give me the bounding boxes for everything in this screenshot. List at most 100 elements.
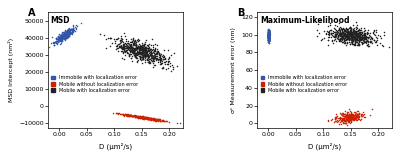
Point [364, 43, 370, 46]
Point [145, 61, 152, 63]
Point [340, 112, 346, 115]
Point [150, 50, 157, 52]
Point [345, 117, 352, 120]
Point [137, 47, 144, 50]
Point [64, 34, 70, 37]
Point [362, 32, 368, 35]
Point [344, 35, 350, 38]
Point [340, 38, 347, 40]
Point [144, 44, 150, 46]
Point [154, 119, 160, 122]
Point [156, 119, 162, 121]
Point [361, 40, 368, 43]
Point [332, 33, 338, 35]
Point [337, 37, 344, 39]
Point [61, 33, 67, 35]
Point [339, 113, 346, 116]
Point [266, 34, 272, 36]
Point [265, 34, 272, 36]
Point [266, 28, 272, 31]
Point [265, 33, 272, 35]
Point [64, 32, 70, 34]
Point [362, 35, 368, 38]
Point [61, 37, 68, 40]
Point [147, 47, 154, 50]
Point [343, 115, 349, 117]
Point [348, 37, 354, 39]
Point [130, 50, 136, 53]
Point [336, 29, 343, 32]
Point [345, 36, 352, 38]
Point [353, 37, 359, 40]
Point [161, 61, 168, 63]
Point [138, 48, 144, 50]
Point [265, 36, 272, 39]
Point [352, 116, 359, 118]
Point [162, 120, 168, 122]
Point [342, 32, 348, 35]
Point [147, 61, 154, 64]
Point [345, 30, 352, 33]
Point [64, 34, 70, 37]
Point [266, 34, 272, 37]
Point [340, 112, 346, 115]
Point [152, 119, 158, 122]
Point [373, 39, 379, 42]
Point [345, 35, 351, 38]
Point [352, 42, 358, 45]
Point [265, 36, 272, 38]
Point [121, 43, 127, 45]
Point [265, 32, 272, 34]
Point [60, 32, 67, 35]
Point [265, 35, 272, 38]
Point [60, 36, 66, 39]
Point [132, 39, 138, 42]
Point [140, 50, 146, 52]
Point [144, 117, 150, 119]
Point [158, 57, 165, 59]
Point [335, 36, 341, 38]
Point [58, 35, 65, 38]
Point [266, 38, 272, 40]
Point [346, 31, 352, 33]
Point [122, 113, 128, 115]
Point [339, 38, 345, 40]
Point [128, 114, 134, 116]
Point [265, 35, 272, 37]
Point [63, 37, 69, 39]
Point [266, 36, 272, 39]
Point [344, 28, 350, 30]
Point [358, 38, 365, 40]
Point [143, 117, 150, 119]
Point [353, 35, 360, 38]
Point [362, 37, 368, 40]
Point [134, 39, 141, 42]
Point [266, 30, 272, 33]
Point [346, 113, 353, 115]
Point [266, 36, 272, 38]
Point [330, 27, 337, 29]
Point [357, 118, 363, 121]
Point [63, 35, 70, 38]
Point [348, 34, 354, 36]
Point [120, 43, 127, 46]
Point [135, 46, 141, 48]
Point [265, 31, 272, 34]
Point [346, 114, 352, 116]
Point [46, 46, 52, 48]
Point [150, 43, 157, 46]
Point [352, 112, 359, 114]
Point [108, 37, 115, 39]
Point [62, 34, 69, 37]
Point [50, 44, 57, 46]
Point [266, 34, 272, 37]
Point [339, 112, 346, 114]
Point [64, 34, 70, 37]
Point [265, 29, 272, 32]
Point [348, 42, 355, 45]
Point [356, 27, 362, 30]
Point [141, 44, 147, 46]
Point [144, 57, 150, 60]
Point [62, 32, 69, 34]
Point [266, 38, 272, 40]
